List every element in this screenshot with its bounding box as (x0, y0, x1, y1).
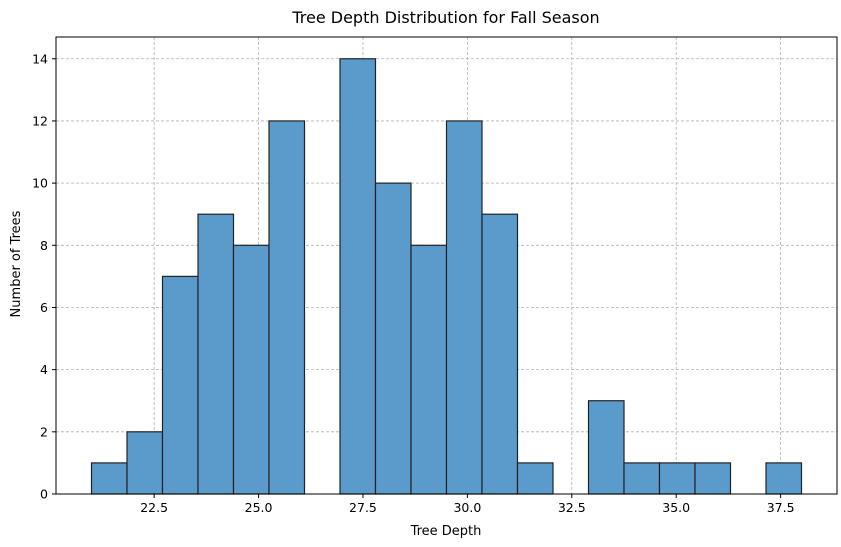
y-tick-label: 4 (40, 362, 48, 377)
x-tick-label: 25.0 (245, 500, 273, 515)
y-axis-label: Number of Trees (9, 210, 24, 317)
histogram-bar (623, 462, 661, 495)
histogram-bar (339, 58, 377, 495)
y-tick-label: 8 (40, 238, 48, 253)
y-tick-label: 14 (32, 51, 48, 66)
x-tick-label: 32.5 (558, 500, 586, 515)
histogram-bar (126, 431, 164, 495)
x-tick-label: 35.0 (662, 500, 690, 515)
x-tick-label: 27.5 (349, 500, 377, 515)
x-tick-label: 22.5 (140, 500, 168, 515)
histogram-bar (90, 462, 128, 495)
histogram-bar (161, 275, 199, 495)
histogram-bar (197, 213, 235, 495)
histogram-bar (658, 462, 696, 495)
histogram-bar (516, 462, 554, 495)
histogram-bars (90, 58, 803, 495)
y-tick-label: 0 (40, 487, 48, 502)
y-tick-label: 12 (32, 113, 48, 128)
histogram-bar (694, 462, 732, 495)
y-tick-label: 10 (32, 176, 48, 191)
x-tick-label: 37.5 (767, 500, 795, 515)
histogram-bar (587, 400, 625, 495)
histogram-bar (481, 213, 519, 495)
plot-frame (55, 36, 838, 495)
chart-title: Tree Depth Distribution for Fall Season (291, 8, 599, 27)
histogram-bar (410, 244, 448, 495)
y-tick-label: 2 (40, 424, 48, 439)
histogram-bar (765, 462, 803, 495)
x-tick-label: 30.0 (453, 500, 481, 515)
histogram-bar (268, 120, 306, 495)
x-axis-label: Tree Depth (410, 524, 482, 539)
histogram-bar (232, 244, 270, 495)
histogram-bar (445, 120, 483, 495)
y-axis-ticks: 0 2 4 6 8 10 12 14 (32, 51, 56, 502)
histogram-bar (374, 182, 412, 495)
x-axis-ticks: 22.5 25.0 27.5 30.0 32.5 35.0 37.5 (140, 494, 795, 515)
y-tick-label: 6 (40, 300, 48, 315)
